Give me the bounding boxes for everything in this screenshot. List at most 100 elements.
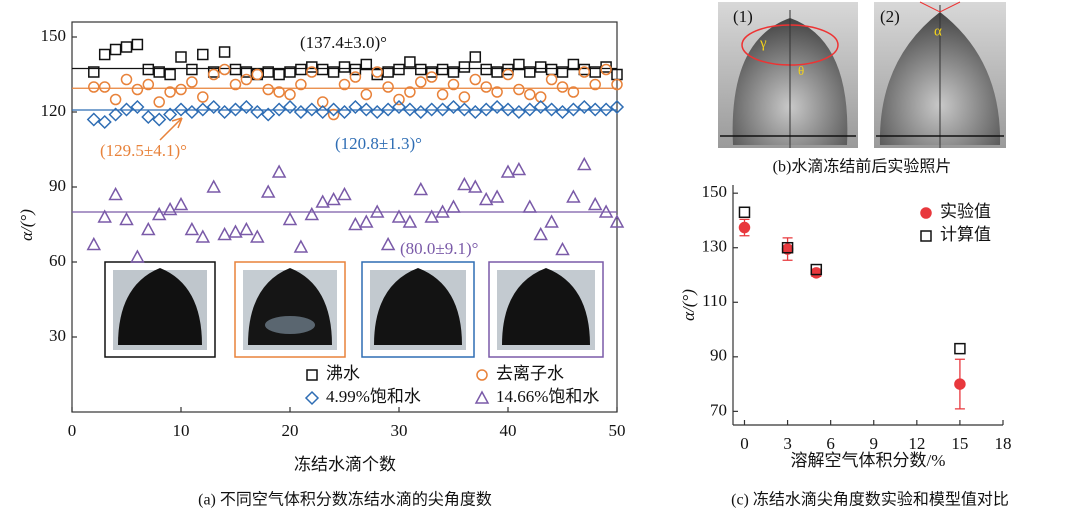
data-point (209, 70, 219, 80)
data-point (230, 226, 242, 237)
data-point (111, 95, 121, 105)
y-tick-label: 90 (49, 176, 66, 195)
reference-label: (137.4±3.0)° (300, 33, 387, 52)
data-point (339, 106, 351, 118)
data-point (175, 199, 187, 210)
data-point (349, 101, 361, 113)
data-point (578, 101, 590, 113)
data-point (535, 101, 547, 113)
legend-label: 计算值 (940, 225, 991, 244)
data-point (284, 214, 296, 225)
data-point (197, 231, 209, 242)
data-point (557, 106, 569, 118)
data-point (88, 114, 100, 126)
data-point (547, 65, 557, 75)
data-point (143, 65, 153, 75)
data-point (382, 239, 394, 250)
data-point (426, 211, 438, 222)
x-tick-label: 20 (282, 421, 299, 440)
legend-label: 4.99%饱和水 (326, 387, 421, 406)
data-point (186, 106, 198, 118)
data-point (383, 82, 393, 92)
data-point (110, 189, 122, 200)
data-point (176, 52, 186, 62)
photo-annotation: α (934, 23, 942, 39)
data-point (469, 106, 481, 118)
photo-label: (2) (880, 7, 900, 26)
data-point (502, 166, 514, 177)
data-point (187, 77, 197, 87)
data-point (240, 224, 252, 235)
x-tick-label: 18 (995, 434, 1012, 453)
data-point (241, 75, 251, 85)
x-axis-label: 溶解空气体积分数/% (791, 451, 946, 470)
x-tick-label: 30 (391, 421, 408, 440)
data-point (469, 181, 481, 192)
y-tick-label: 110 (702, 291, 727, 310)
data-point (955, 344, 965, 354)
data-point (361, 90, 371, 100)
data-point (524, 201, 536, 212)
data-point (404, 216, 416, 227)
data-point (513, 106, 525, 118)
data-point (513, 164, 525, 175)
data-point (393, 211, 405, 222)
data-point (349, 219, 361, 230)
data-point (328, 194, 340, 205)
data-point (416, 65, 426, 75)
data-point (122, 42, 132, 52)
y-tick-label: 150 (702, 182, 728, 201)
x-tick-label: 40 (500, 421, 517, 440)
data-point (154, 97, 164, 107)
reference-label: (129.5±4.1)° (100, 141, 187, 160)
data-point (535, 229, 547, 240)
y-tick-label: 90 (710, 346, 727, 365)
data-point (295, 241, 307, 252)
data-point (371, 106, 383, 118)
data-point (262, 186, 274, 197)
data-point (208, 181, 220, 192)
data-point (131, 251, 143, 262)
data-point (578, 159, 590, 170)
data-point (273, 166, 285, 177)
data-point (470, 75, 480, 85)
data-point (481, 65, 491, 75)
legend-marker (476, 392, 488, 403)
data-point (955, 379, 965, 389)
data-point (220, 65, 230, 75)
data-point (546, 216, 558, 227)
figure: (1) (2) γ θ α (b)水滴冻结前后实验照片 306090120150… (0, 0, 1066, 517)
data-point (251, 231, 263, 242)
data-point (295, 106, 307, 118)
data-point (164, 204, 176, 215)
data-point (240, 101, 252, 113)
data-point (99, 116, 111, 128)
data-point (558, 82, 568, 92)
legend-marker (307, 370, 317, 380)
data-point (198, 92, 208, 102)
data-point (339, 189, 351, 200)
data-point (153, 209, 165, 220)
legend-marker (921, 208, 931, 218)
data-point (415, 106, 427, 118)
data-point (448, 101, 460, 113)
x-tick-label: 0 (740, 434, 749, 453)
data-point (536, 62, 546, 72)
data-point (557, 244, 569, 255)
data-point (165, 70, 175, 80)
data-point (525, 90, 535, 100)
data-point (274, 70, 284, 80)
data-point (89, 82, 99, 92)
data-point (416, 77, 426, 87)
x-tick-label: 15 (951, 434, 968, 453)
data-point (340, 62, 350, 72)
data-point (318, 65, 328, 75)
data-point (438, 65, 448, 75)
panel-caption: (c) 冻结水滴尖角度数实验和模型值对比 (731, 491, 1009, 509)
y-axis-label: α/(°) (679, 289, 698, 321)
legend-label: 实验值 (940, 202, 991, 221)
legend-label: 去离子水 (496, 364, 564, 383)
data-point (121, 214, 133, 225)
data-point (458, 179, 470, 190)
data-point (111, 45, 121, 55)
